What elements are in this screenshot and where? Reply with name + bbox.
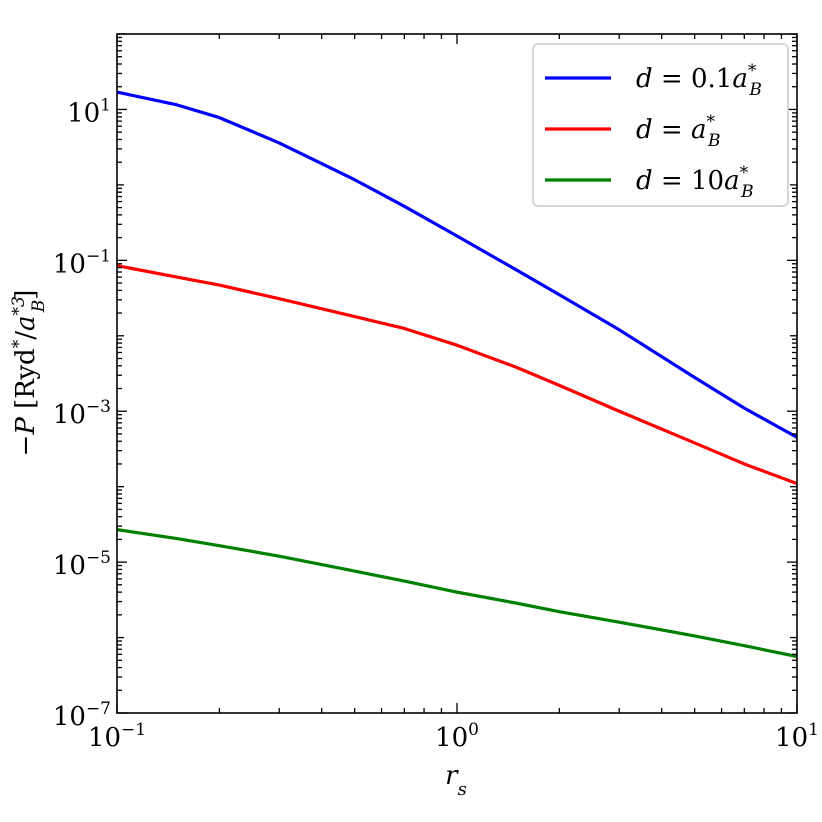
y-axis-label: −P [Ryd*/a*3B] [9,290,49,457]
y-tick-label: 10−5 [53,548,111,581]
svg-text:−P [Ryd*/a*3B]: −P [Ryd*/a*3B] [9,290,49,457]
x-tick-label: 10−1 [88,720,146,753]
legend-box [532,43,789,207]
legend-label-1: d = a* B [636,112,721,151]
legend-label-2: d = 10a* B [636,163,754,202]
y-tick-label: 10−7 [53,699,111,732]
series-layer [117,90,797,659]
y-tick-label: 10−1 [53,246,111,279]
series-line-1 [117,264,797,486]
series-line-0 [117,90,797,439]
y-tick-label: 10−3 [53,397,111,430]
x-tick-label: 101 [775,720,819,753]
y-tick-label: 101 [67,95,111,128]
series-line-2 [117,527,797,659]
x-tick-label: 100 [435,720,479,753]
ticks-layer [116,33,798,714]
ticklabels-layer: 10−1 100 101 10−7 10−5 10−3 10−1 101 [53,95,819,753]
x-axis-label: rs [445,761,467,800]
legend-label-0: d = 0.1a* B [636,61,762,100]
legend: d = 0.1a* B d = a* B d = 10a* B [532,43,789,207]
